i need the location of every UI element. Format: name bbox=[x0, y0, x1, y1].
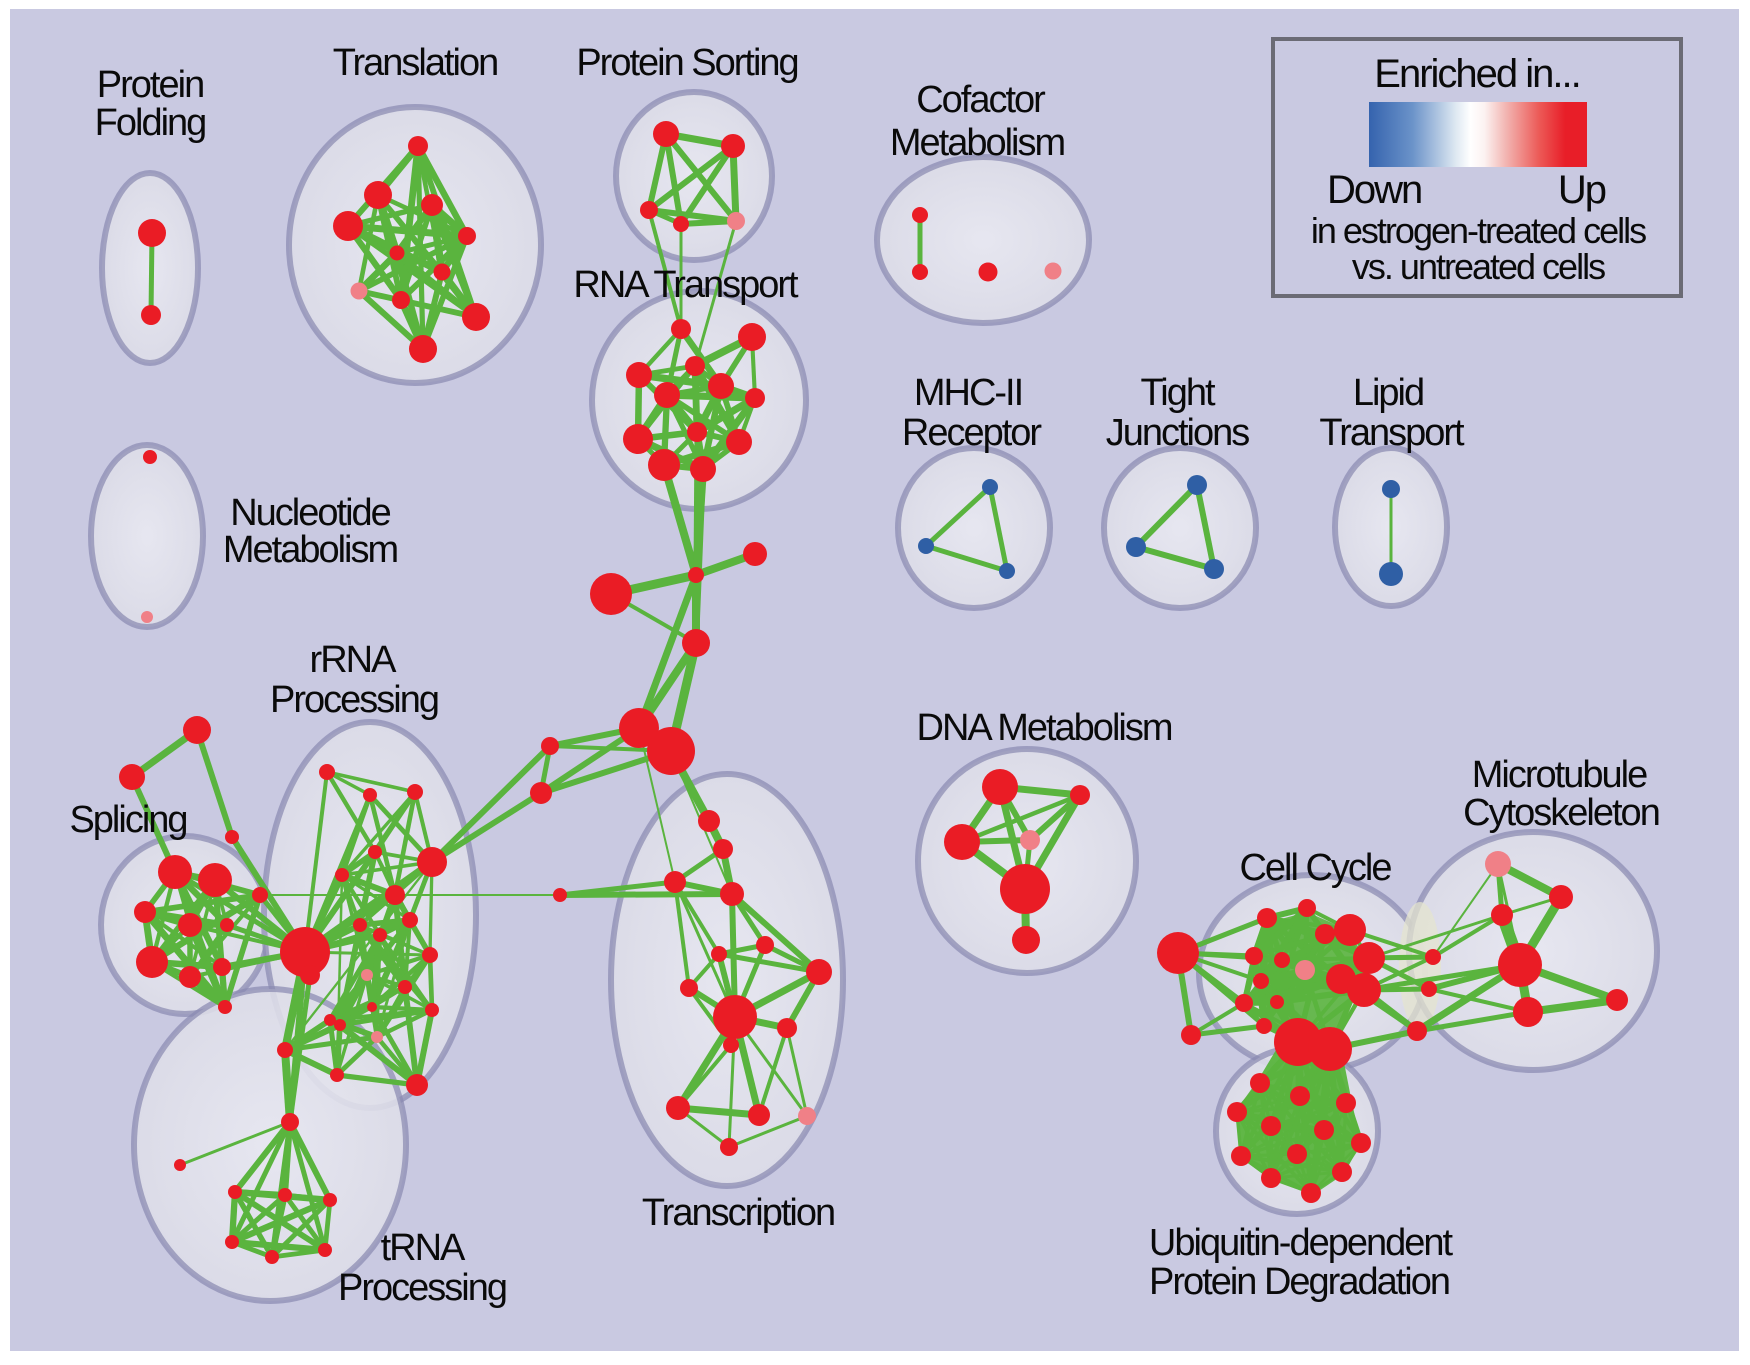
svg-text:Microtubule: Microtubule bbox=[1472, 754, 1647, 796]
svg-text:tRNA: tRNA bbox=[381, 1227, 466, 1269]
svg-text:Protein Degradation: Protein Degradation bbox=[1149, 1261, 1449, 1303]
svg-text:Enriched in...: Enriched in... bbox=[1374, 52, 1579, 96]
svg-text:Down: Down bbox=[1327, 168, 1421, 212]
svg-text:Ubiquitin-dependent: Ubiquitin-dependent bbox=[1149, 1222, 1454, 1264]
svg-text:Translation: Translation bbox=[333, 42, 498, 84]
svg-text:Cell Cycle: Cell Cycle bbox=[1239, 847, 1391, 889]
svg-text:Up: Up bbox=[1558, 168, 1606, 212]
svg-text:Transport: Transport bbox=[1319, 412, 1465, 454]
svg-text:Lipid: Lipid bbox=[1353, 372, 1423, 414]
svg-text:Processing: Processing bbox=[270, 679, 438, 721]
svg-text:Folding: Folding bbox=[95, 102, 206, 144]
svg-text:Nucleotide: Nucleotide bbox=[230, 492, 390, 534]
svg-text:Junctions: Junctions bbox=[1106, 412, 1250, 454]
svg-text:MHC-II: MHC-II bbox=[914, 372, 1022, 414]
svg-text:Processing: Processing bbox=[338, 1267, 506, 1309]
svg-text:Metabolism: Metabolism bbox=[890, 122, 1065, 164]
svg-text:DNA Metabolism: DNA Metabolism bbox=[917, 707, 1172, 749]
svg-text:Protein: Protein bbox=[97, 64, 203, 106]
svg-text:Receptor: Receptor bbox=[902, 412, 1043, 454]
svg-text:Metabolism: Metabolism bbox=[223, 529, 398, 571]
svg-text:Cofactor: Cofactor bbox=[916, 79, 1046, 121]
svg-text:Splicing: Splicing bbox=[69, 799, 186, 841]
svg-text:Cytoskeleton: Cytoskeleton bbox=[1463, 792, 1659, 834]
svg-text:vs. untreated cells: vs. untreated cells bbox=[1352, 246, 1605, 287]
svg-text:Transcription: Transcription bbox=[642, 1192, 834, 1234]
svg-text:Tight: Tight bbox=[1140, 372, 1216, 414]
svg-text:rRNA: rRNA bbox=[310, 639, 398, 681]
svg-text:Protein Sorting: Protein Sorting bbox=[576, 42, 797, 84]
svg-text:RNA Transport: RNA Transport bbox=[573, 264, 799, 306]
svg-text:in estrogen-treated cells: in estrogen-treated cells bbox=[1311, 210, 1646, 251]
